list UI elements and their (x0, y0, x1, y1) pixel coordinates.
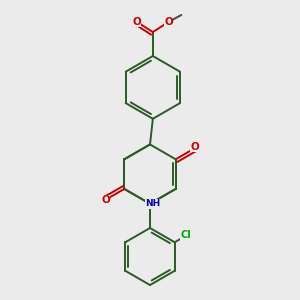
Text: O: O (190, 142, 199, 152)
Text: O: O (133, 17, 141, 27)
Text: NH: NH (145, 199, 160, 208)
Text: O: O (101, 195, 110, 205)
Text: Cl: Cl (180, 230, 191, 240)
Text: O: O (164, 17, 173, 27)
